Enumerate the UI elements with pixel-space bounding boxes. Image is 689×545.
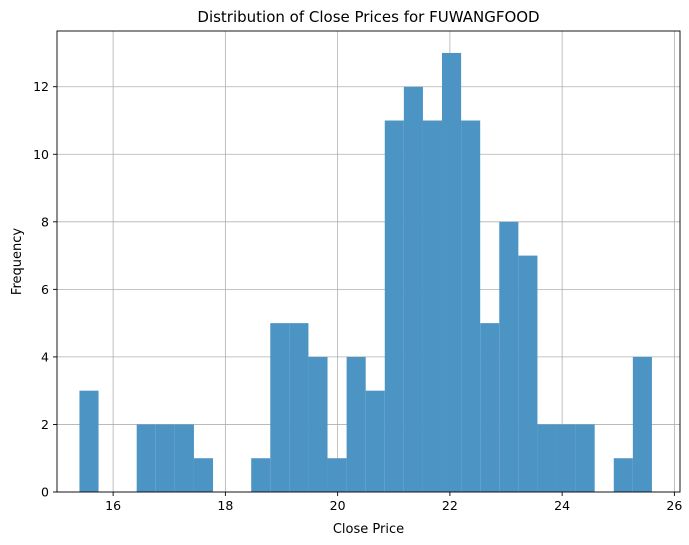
chart-title: Distribution of Close Prices for FUWANGF… <box>197 8 539 26</box>
histogram-bar <box>79 390 99 492</box>
x-tick-label: 26 <box>666 498 682 513</box>
histogram-bar <box>289 323 309 492</box>
histogram-bar <box>422 120 443 492</box>
histogram-bar <box>461 120 481 492</box>
histogram-bar <box>403 86 423 492</box>
y-axis-label: Frequency <box>10 228 25 295</box>
x-tick-label: 18 <box>217 498 233 513</box>
histogram-bar <box>270 323 290 492</box>
histogram-bar <box>632 356 652 492</box>
histogram-bar <box>518 255 538 492</box>
histogram-bar <box>613 458 633 492</box>
y-tick-label: 10 <box>33 147 49 162</box>
histogram-bar <box>365 390 385 492</box>
histogram-bar <box>136 424 156 492</box>
y-tick-label: 6 <box>41 282 49 297</box>
x-tick-label: 16 <box>105 498 121 513</box>
histogram-bar <box>346 356 366 492</box>
histogram-bar <box>499 221 519 493</box>
x-tick-label: 24 <box>554 498 570 513</box>
y-tick-label: 8 <box>41 214 49 229</box>
histogram-bar <box>384 120 404 492</box>
histogram-bar <box>308 356 328 492</box>
histogram-bar <box>537 424 557 492</box>
histogram-bars <box>79 52 652 493</box>
x-tick-label: 20 <box>330 498 346 513</box>
histogram-bar <box>193 458 214 492</box>
y-tick-label: 0 <box>41 485 49 500</box>
y-tick-label: 4 <box>41 349 49 364</box>
plot-frame <box>56 30 681 493</box>
x-axis-label: Close Price <box>333 522 404 537</box>
histogram-bar <box>174 424 194 492</box>
histogram-bar <box>251 458 271 492</box>
histogram-bar <box>556 424 576 492</box>
y-tick-label: 12 <box>33 79 49 94</box>
x-tick-label: 22 <box>442 498 458 513</box>
histogram-bar <box>480 323 500 492</box>
histogram-bar <box>327 458 347 492</box>
histogram-bar <box>155 424 175 492</box>
histogram-bar <box>575 424 595 492</box>
histogram-bar <box>442 52 462 492</box>
y-tick-label: 2 <box>41 417 49 432</box>
